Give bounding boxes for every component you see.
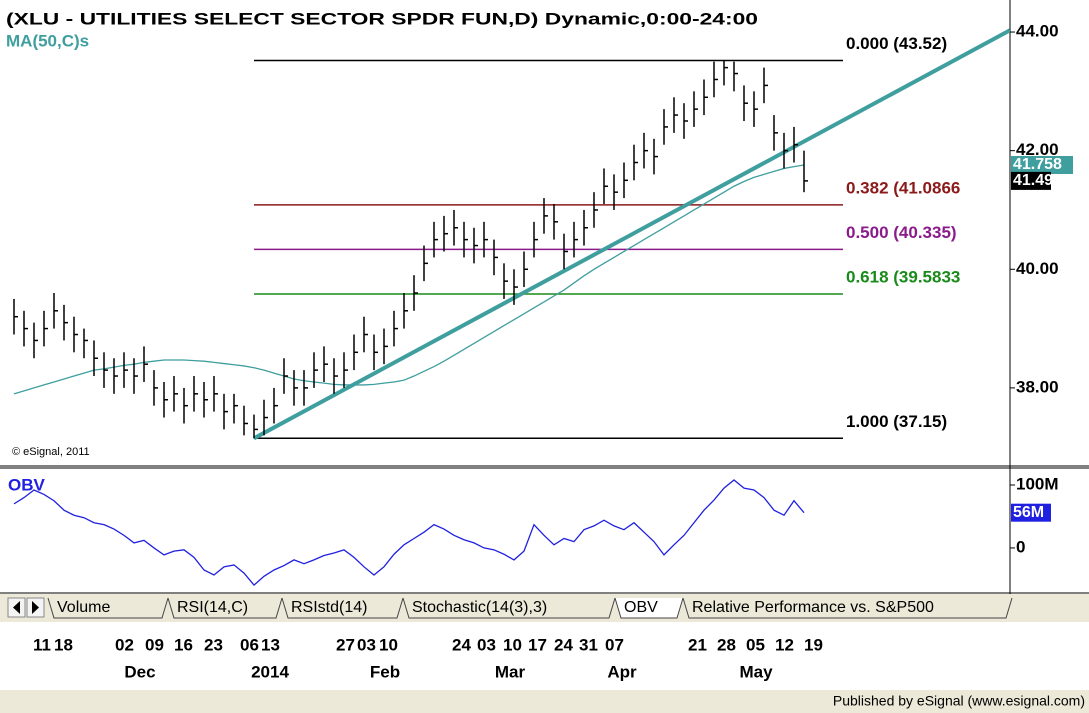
x-tick-label: Apr [607,662,637,681]
tab[interactable] [47,597,169,619]
y-tick-label: 40.00 [1016,259,1059,278]
footer: Published by eSignal (www.esignal.com) [833,693,1085,709]
footer-bar [0,690,1089,713]
arrow-icon [32,601,39,614]
fib-label: 0.500 (40.335) [846,223,957,242]
x-tick-label: 10 [379,635,398,654]
x-tick-label: 07 [605,635,624,654]
panel-title: OBV [8,475,46,494]
tab-label: RSIstd(14) [291,599,367,616]
x-tick-label: 19 [804,635,823,654]
x-tick-label: 11 [33,635,51,654]
y-tick-label: 42.00 [1016,140,1059,159]
value-tag [1011,171,1051,190]
x-tick-label: 03 [357,635,376,654]
tab-label: Relative Performance vs. S&P500 [692,599,934,616]
tab[interactable] [167,597,283,619]
tab[interactable] [682,597,1013,619]
x-tick-label: 02 [115,635,134,654]
y-tick-label: 38.00 [1016,377,1059,396]
x-tick-label: Dec [124,662,155,681]
x-tick-label: 12 [775,635,794,654]
price-panel: 0.000 (43.52) 0.382 (41.0866 0.500 (40.335… [13,28,1010,441]
x-tick-label: 18 [54,635,73,654]
tab-label: Stochastic(14(3),3) [412,599,547,616]
x-tick-label: 13 [261,635,280,654]
x-tick-label: 10 [503,635,522,654]
x-tick-label: May [739,662,773,681]
x-tick-label: 24 [452,635,471,654]
x-tick-label: 24 [554,635,573,654]
tab-label: RSI(14,C) [177,599,248,616]
tab[interactable] [614,597,684,619]
value-tag [1011,156,1073,175]
tab-label: Volume [57,599,110,616]
value-tag-label: 56M [1013,504,1044,521]
obv-panel [13,479,805,587]
x-tick-label: 06 [240,635,259,654]
y-tick-label: 100M [1016,474,1059,493]
x-tick-label: 31 [579,635,598,654]
y-tick-label: 44.00 [1016,22,1059,41]
fib-label: 0.382 (41.0866 [846,178,960,197]
fib-label: 0.000 (43.52) [846,34,947,53]
trendline [253,28,1010,441]
x-tick-label: 21 [688,635,707,654]
x-tick-label: Mar [495,662,526,681]
x-tick-label: 17 [528,635,547,654]
fib-label: 1.000 (37.15) [846,412,947,431]
x-tick-label: 03 [477,635,496,654]
x-tick-label: 16 [174,635,193,654]
value-tag-label: 41.49 [1013,172,1053,189]
legend-entry: MA(50,C)s [6,31,89,50]
arrow-icon [13,601,20,614]
x-tick-label: 28 [717,635,736,654]
x-tick-label: Feb [370,662,400,681]
obv-line [13,479,805,587]
x-tick-label: 23 [204,635,223,654]
value-tag [1011,503,1051,522]
x-tick-label: 2014 [251,662,289,681]
moving-average [13,164,805,395]
x-tick-label: 27 [336,635,355,654]
value-tag-label: 41.758 [1013,156,1062,173]
y-tick-label: 0 [1016,537,1025,556]
x-tick-label: 05 [746,635,765,654]
tab[interactable] [281,597,404,619]
tab[interactable] [402,597,616,619]
copyright: © eSignal, 2011 [12,446,90,458]
x-tick-label: 09 [145,635,164,654]
tab-label: OBV [624,599,658,616]
chart-title: (XLU - UTILITIES SELECT SECTOR SPDR FUN,… [6,9,758,28]
fib-label: 0.618 (39.5833 [846,267,960,286]
